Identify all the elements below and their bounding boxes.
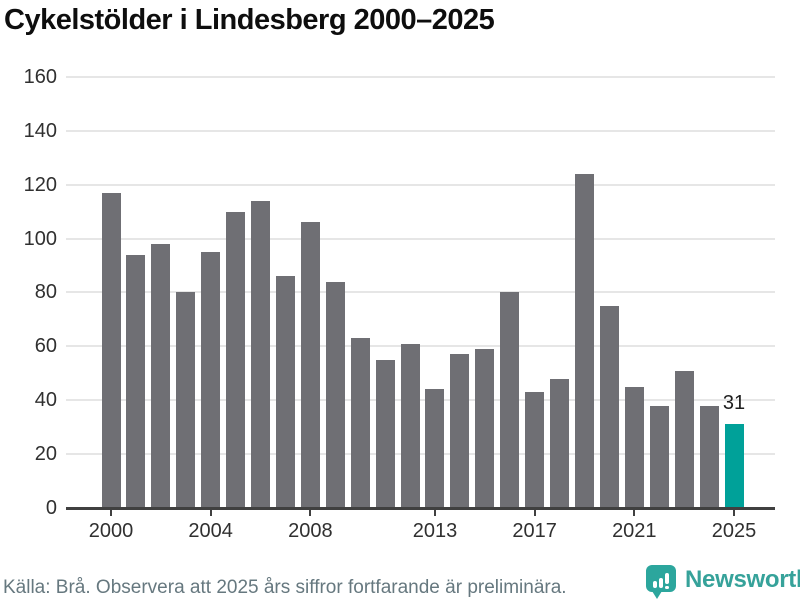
bar-2007 — [275, 276, 295, 510]
logo-exclamation-icon — [665, 573, 669, 584]
bar-2004 — [201, 252, 221, 510]
x-axis-label-2004: 2004 — [188, 520, 233, 542]
y-axis-label-140: 140 — [23, 119, 57, 142]
x-axis-label-2017: 2017 — [512, 520, 557, 542]
bar-2013 — [425, 389, 445, 510]
y-axis-label-0: 0 — [45, 497, 57, 519]
y-axis-label-80: 80 — [34, 281, 57, 304]
logo-speech-tail — [652, 591, 662, 599]
bar-2017 — [525, 392, 545, 510]
bar-2003 — [176, 292, 196, 510]
newsworthy-logo: Newsworthy — [646, 565, 800, 599]
x-axis-tick-2025 — [733, 509, 735, 516]
x-axis-tick-2000 — [110, 509, 112, 516]
bar-2016 — [500, 292, 520, 510]
gridline-40 — [66, 399, 775, 402]
bar-2011 — [375, 359, 395, 510]
gridline-60 — [66, 345, 775, 348]
x-axis-line — [66, 506, 775, 510]
logo-exclamation-dot-icon — [665, 586, 669, 589]
bar-2020 — [599, 305, 619, 510]
bar-2000 — [101, 192, 121, 510]
bar-2009 — [325, 281, 345, 510]
gridline-140 — [66, 129, 775, 132]
y-axis-label-100: 100 — [23, 227, 57, 250]
bar-2025 — [724, 424, 744, 510]
y-axis-label-120: 120 — [23, 173, 57, 196]
bar-2014 — [450, 354, 470, 510]
bar-2006 — [251, 200, 271, 510]
x-axis-tick-2017 — [533, 509, 536, 516]
bar-2012 — [400, 343, 420, 510]
bar-2024 — [699, 405, 719, 510]
x-axis-label-2000: 2000 — [88, 520, 134, 542]
bar-2005 — [226, 211, 246, 510]
newsworthy-logo-icon — [646, 565, 676, 599]
y-axis-label-160: 160 — [23, 65, 57, 88]
bar-2018 — [550, 378, 570, 510]
bar-2021 — [624, 386, 644, 510]
x-axis-tick-2008 — [309, 509, 312, 516]
bar-2022 — [649, 405, 669, 510]
bar-2010 — [350, 338, 370, 510]
newsworthy-wordmark: Newsworthy — [685, 566, 800, 593]
bar-2001 — [126, 254, 146, 510]
logo-bar-icon — [659, 578, 663, 588]
x-axis-label-2013: 2013 — [412, 520, 458, 542]
gridline-20 — [66, 453, 775, 456]
source-note: Källa: Brå. Observera att 2025 års siffr… — [3, 577, 567, 598]
bar-value-label: 31 — [722, 392, 746, 414]
x-axis-label-2021: 2021 — [612, 520, 657, 542]
chart-title: Cykelstölder i Lindesberg 2000–2025 — [4, 4, 495, 36]
logo-bar-icon — [653, 581, 657, 588]
x-axis-label-2008: 2008 — [288, 520, 333, 542]
x-axis-tick-2004 — [209, 509, 212, 516]
gridline-120 — [66, 183, 775, 186]
y-axis-label-20: 20 — [34, 443, 57, 466]
bar-2002 — [151, 243, 171, 510]
bar-2015 — [475, 349, 495, 510]
y-axis-label-40: 40 — [34, 389, 57, 412]
gridline-160 — [66, 75, 775, 78]
bar-2008 — [300, 222, 320, 510]
y-axis-label-60: 60 — [34, 335, 57, 358]
x-axis-label-2025: 2025 — [711, 520, 757, 542]
x-axis-tick-2013 — [433, 509, 436, 516]
x-axis-tick-2021 — [633, 509, 636, 516]
footer: Källa: Brå. Observera att 2025 års siffr… — [0, 563, 800, 600]
bar-2019 — [574, 173, 594, 510]
bar-2023 — [674, 370, 694, 510]
gridline-100 — [66, 237, 775, 240]
gridline-80 — [66, 291, 775, 294]
